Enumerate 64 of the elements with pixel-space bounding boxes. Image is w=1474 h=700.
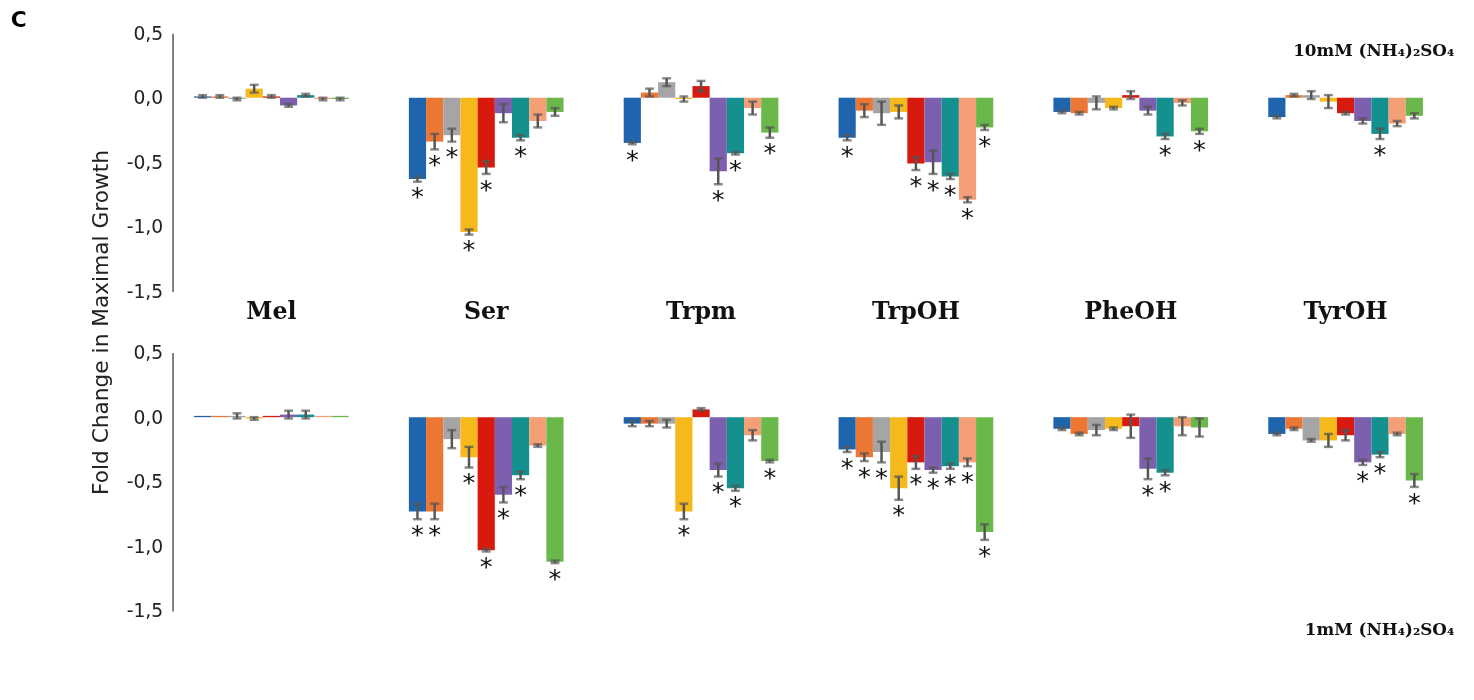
data-label: *	[857, 460, 871, 491]
data-label: *	[711, 476, 725, 507]
x-tick-label: PheOH	[1084, 296, 1178, 325]
data-label: *	[729, 154, 743, 185]
data-label: *	[428, 518, 442, 549]
y-tick-label: 0,0	[133, 87, 164, 109]
data-label: *	[978, 539, 992, 570]
chart-title: C	[10, 7, 27, 33]
data-label: *	[428, 149, 442, 180]
data-label: *	[497, 502, 510, 533]
data-label: *	[411, 181, 425, 212]
data-label: *	[943, 178, 957, 209]
data-label: *	[926, 173, 940, 204]
data-label: *	[514, 140, 528, 170]
data-label: *	[1407, 486, 1421, 517]
data-label: *	[1373, 456, 1387, 487]
x-tick-label: Mel	[246, 296, 297, 325]
data-label: *	[943, 468, 957, 499]
data-label: *	[1158, 138, 1172, 169]
data-label: *	[462, 234, 476, 265]
y-tick-label: -0,5	[126, 471, 164, 493]
data-label: *	[548, 562, 562, 593]
data-label: *	[892, 499, 906, 530]
text: 1mM (NH₄)₂SO₄	[1304, 618, 1455, 639]
y-tick-label: -0,5	[126, 151, 164, 173]
annotation: 10mM (NH₄)₂SO₄	[1293, 39, 1455, 60]
data-label: *	[875, 462, 889, 493]
x-tick-label: TyrOH	[1303, 296, 1388, 325]
data-label: *	[1158, 474, 1172, 505]
data-label: *	[961, 202, 975, 232]
data-label: *	[1373, 138, 1387, 169]
data-label: *	[840, 140, 854, 170]
data-label: *	[462, 467, 476, 498]
data-label: *	[711, 183, 725, 214]
data-label: *	[840, 451, 854, 482]
y-tick-label: -1,5	[126, 280, 164, 302]
x-tick-label: Ser	[463, 296, 510, 325]
data-label: *	[978, 129, 992, 160]
data-label: *	[1193, 133, 1207, 164]
data-label: *	[961, 465, 975, 496]
data-label: *	[763, 137, 777, 168]
y-tick-label: -1,0	[126, 216, 164, 238]
data-label: *	[677, 518, 691, 549]
data-label: *	[1356, 464, 1370, 495]
data-label: *	[926, 472, 940, 503]
y-axis-title: Fold Change in Maximal Growth	[87, 150, 113, 495]
data-label: *	[729, 490, 743, 521]
data-label: *	[445, 141, 459, 172]
y-tick-label: 0,5	[133, 22, 164, 44]
y-tick-label: -1,0	[126, 535, 164, 557]
data-label: *	[625, 143, 639, 174]
data-label: *	[1141, 478, 1155, 509]
y-tick-label: -1,5	[126, 600, 164, 622]
x-tick-label: Trpm	[666, 296, 737, 325]
data-label: *	[909, 169, 923, 200]
data-label: *	[514, 478, 528, 509]
y-tick-label: 0,0	[133, 406, 164, 428]
x-tick-label: TrpOH	[871, 296, 960, 325]
data-label: *	[763, 462, 777, 493]
data-label: *	[909, 468, 923, 499]
data-label: *	[411, 518, 425, 549]
data-label: *	[479, 173, 493, 204]
data-label: *	[479, 551, 493, 582]
y-tick-label: 0,5	[133, 341, 164, 363]
